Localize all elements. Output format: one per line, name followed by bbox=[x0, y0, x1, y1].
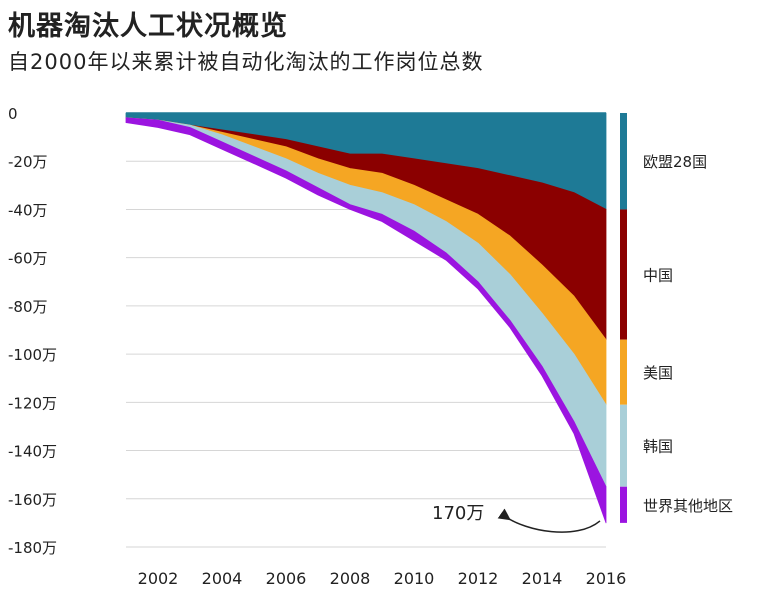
x-tick-label: 2008 bbox=[330, 569, 371, 588]
chart-subtitle: 自2000年以来累计被自动化淘汰的工作岗位总数 bbox=[8, 50, 484, 74]
x-tick-label: 2006 bbox=[266, 569, 307, 588]
y-tick-label: -60万 bbox=[8, 250, 48, 268]
legend-swatch bbox=[620, 339, 627, 405]
annotation-arrow bbox=[497, 508, 601, 533]
y-tick-label: 0 bbox=[8, 105, 18, 123]
area-series-4 bbox=[125, 117, 607, 524]
y-tick-label: -20万 bbox=[8, 153, 48, 171]
x-tick-label: 2016 bbox=[586, 569, 627, 588]
y-tick-label: -80万 bbox=[8, 298, 48, 316]
legend-label-4: 世界其他地区 bbox=[643, 497, 733, 515]
x-tick-label: 2010 bbox=[394, 569, 435, 588]
chart-title: 机器淘汰人工状况概览 bbox=[8, 11, 288, 42]
y-tick-label: -100万 bbox=[8, 346, 57, 364]
legend-label-3: 韩国 bbox=[643, 438, 673, 456]
legend-swatch bbox=[620, 486, 627, 523]
legend-swatch bbox=[620, 209, 627, 340]
legend-label-0: 欧盟28国 bbox=[643, 153, 707, 171]
y-tick-label: -140万 bbox=[8, 443, 57, 461]
x-tick-label: 2004 bbox=[202, 569, 243, 588]
y-tick-label: -40万 bbox=[8, 201, 48, 219]
y-tick-label: -180万 bbox=[8, 539, 57, 557]
y-tick-label: -120万 bbox=[8, 394, 57, 412]
legend-label-1: 中国 bbox=[643, 267, 673, 285]
x-tick-label: 2014 bbox=[522, 569, 563, 588]
annotation-label: 170万 bbox=[432, 503, 484, 524]
legend-swatch bbox=[620, 113, 627, 210]
legend-swatch bbox=[620, 404, 627, 487]
y-tick-label: -160万 bbox=[8, 491, 57, 509]
x-tick-label: 2012 bbox=[458, 569, 499, 588]
legend-label-2: 美国 bbox=[643, 364, 673, 382]
x-tick-label: 2002 bbox=[138, 569, 179, 588]
